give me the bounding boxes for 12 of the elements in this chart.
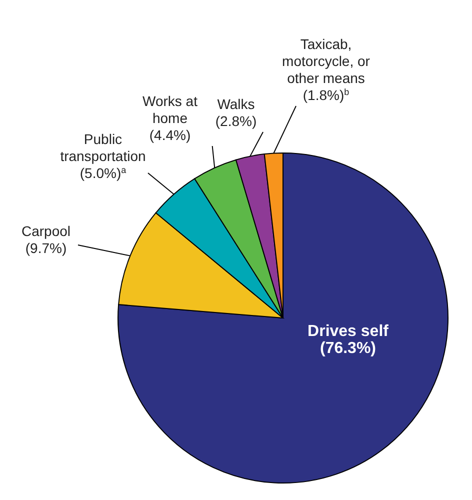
data-label: (76.3%)	[320, 340, 376, 357]
data-label: (1.8%)$^{b}$	[302, 87, 350, 103]
slice-label: Taxicab, motorcycle, or other means	[282, 36, 370, 86]
slice-label: Carpool	[21, 223, 71, 239]
slice-label: Works at home	[142, 93, 198, 126]
slice-label: Public transportation	[60, 131, 146, 164]
slice-label: Walks	[217, 96, 255, 112]
data-label: (2.8%)	[215, 113, 257, 129]
data-label: (5.0%)$^{a}$	[80, 165, 126, 181]
data-label: (9.7%)	[25, 240, 67, 256]
data-label: (4.4%)	[149, 127, 191, 143]
slice-label: Drives self	[308, 323, 390, 340]
